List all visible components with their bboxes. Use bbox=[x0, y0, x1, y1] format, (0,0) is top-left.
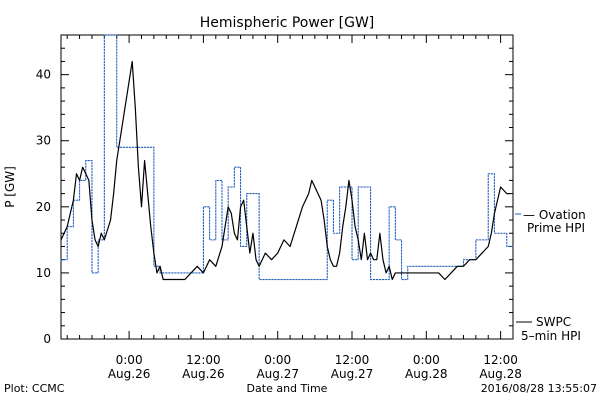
x-tick-date-label: Aug.28 bbox=[405, 367, 448, 381]
series-ovation-line bbox=[60, 34, 514, 281]
x-tick-time-label: 0:00 bbox=[264, 353, 291, 367]
x-tick-time-label: 12:00 bbox=[483, 353, 518, 367]
footer-left-text: Plot: CCMC bbox=[4, 382, 65, 395]
x-tick-time-label: 12:00 bbox=[335, 353, 370, 367]
x-tick-date-label: Aug.26 bbox=[182, 367, 225, 381]
y-tick-label: 30 bbox=[36, 134, 51, 148]
x-tick-date-label: Aug.27 bbox=[256, 367, 299, 381]
footer-right-text: 2016/08/28 13:55:07 bbox=[481, 382, 597, 395]
y-axis-label: P [GW] bbox=[3, 166, 17, 208]
plot-frame bbox=[60, 34, 514, 340]
x-tick-date-label: Aug.26 bbox=[108, 367, 151, 381]
legend-swpc-label-line2: 5–min HPI bbox=[521, 329, 581, 343]
legend-swpc-label-line1: SWPC bbox=[536, 315, 571, 329]
x-tick-time-label: 0:00 bbox=[413, 353, 440, 367]
y-tick-label: 20 bbox=[36, 200, 51, 214]
chart-title: Hemispheric Power [GW] bbox=[200, 15, 375, 31]
x-axis-label: Date and Time bbox=[247, 382, 328, 395]
series-swpc-line bbox=[60, 60, 510, 281]
x-tick-time-label: 12:00 bbox=[186, 353, 221, 367]
y-tick-label: 40 bbox=[36, 68, 51, 82]
y-tick-label: 10 bbox=[36, 266, 51, 280]
x-tick-time-label: 0:00 bbox=[116, 353, 143, 367]
x-tick-date-label: Aug.27 bbox=[331, 367, 374, 381]
y-tick-label: 0 bbox=[43, 332, 51, 346]
legend-ovation-label-line2: Prime HPI bbox=[527, 221, 585, 235]
legend-ovation-label-line1: — Ovation bbox=[523, 208, 586, 222]
x-tick-date-label: Aug.28 bbox=[479, 367, 522, 381]
plot-layer: 0102030400:00Aug.2612:00Aug.260:00Aug.27… bbox=[36, 34, 522, 381]
